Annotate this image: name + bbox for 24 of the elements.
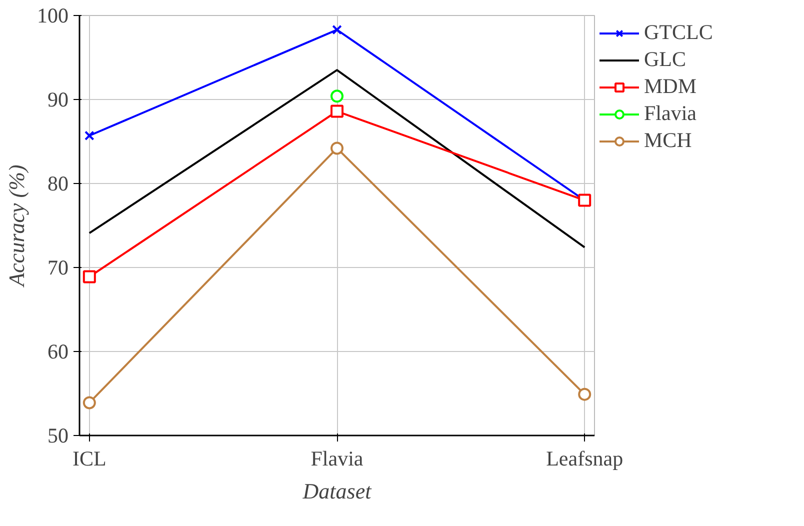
y-tick-label: 60 [48,340,68,364]
legend-label: GLC [644,47,686,72]
point [330,142,344,155]
legend-label: Flavia [644,101,696,126]
point [330,90,344,103]
x-tick-label: Flavia [310,446,364,470]
legend-label: GTCLC [644,20,713,45]
x-axis-title: Dataset [302,478,372,504]
point [332,24,342,35]
legend-label: MCH [644,128,692,153]
y-axis-title: Accuracy (%) [4,164,29,288]
y-tick-label: 80 [48,172,68,196]
point [578,388,592,401]
x-tick-label: ICL [72,446,106,470]
point [330,104,344,118]
point [84,130,94,141]
y-tick-label: 90 [48,88,68,112]
point [82,396,96,410]
point [82,270,96,284]
y-tick-label: 100 [37,4,68,28]
y-tick-label: 50 [48,424,68,448]
x-tick-label: Leafsnap [546,446,624,470]
y-tick-label: 70 [48,256,68,280]
legend-label: MDM [644,74,697,99]
